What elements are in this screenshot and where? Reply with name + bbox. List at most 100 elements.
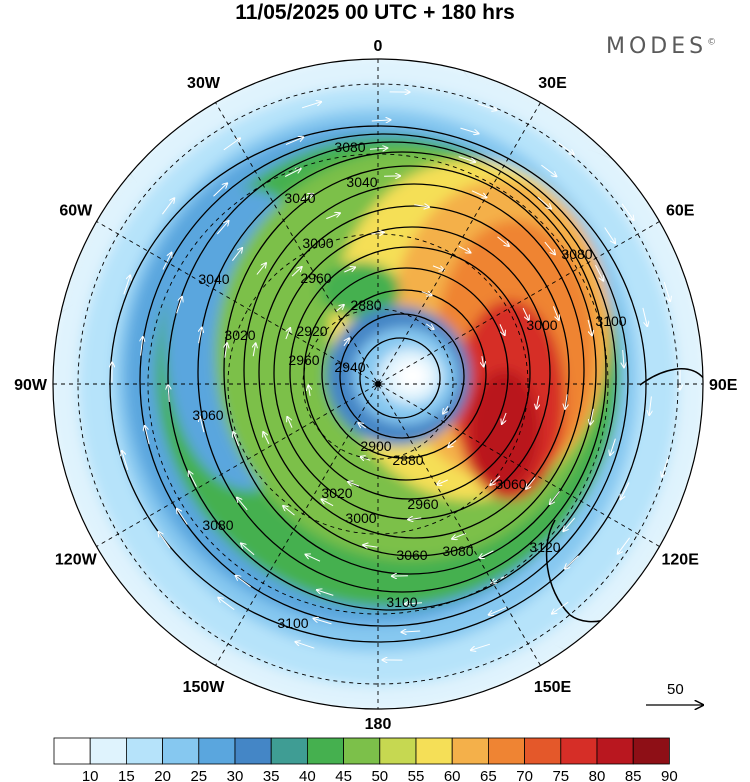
wind-vector <box>232 248 242 262</box>
colorbar: 10 15 20 25 30 35 40 45 50 55 60 65 70 75 80 85 90 <box>53 737 678 782</box>
wind-vector <box>158 532 171 549</box>
longitude-label: 0 <box>374 38 383 55</box>
contour-label: 3100 <box>386 594 417 610</box>
wind-vector <box>490 475 501 485</box>
contour-label: 2880 <box>392 452 423 468</box>
colorbar-label: 25 <box>190 768 207 782</box>
colorbar-swatch <box>306 737 344 765</box>
colorbar-swatch <box>379 737 417 765</box>
colorbar-label: 55 <box>408 768 425 782</box>
colorbar-label: 70 <box>516 768 533 782</box>
wind-vector <box>621 203 634 220</box>
wind-vector <box>177 509 188 525</box>
wind-vector <box>557 141 574 154</box>
wind-vector <box>200 417 205 433</box>
contour-label: 3000 <box>345 510 376 526</box>
colorbar-swatch <box>560 737 598 765</box>
colorbar-swatch <box>596 737 634 765</box>
wind-vector <box>256 263 266 275</box>
wind-vector <box>343 338 349 347</box>
contour-label: 3060 <box>396 547 427 563</box>
pole-dot <box>375 381 381 387</box>
wind-vector <box>317 590 334 596</box>
wind-vector <box>541 164 556 176</box>
colorbar-label: 85 <box>625 768 642 782</box>
longitude-labels: 0 30E 60E 90E 120E 150E 180 150W 120W 90W 60W 30W <box>14 38 738 733</box>
wind-vector <box>233 432 240 446</box>
wind-vector <box>502 412 507 424</box>
wind-vector <box>199 328 202 344</box>
wind-vector <box>552 601 569 614</box>
wind-vector <box>663 281 670 301</box>
wind-vector <box>497 236 509 246</box>
wind-vector <box>642 307 647 326</box>
wind-vector <box>284 169 301 177</box>
contour-label: 2940 <box>334 359 365 375</box>
wind-vector <box>662 457 669 477</box>
wind-vector <box>437 479 448 485</box>
wind-vector <box>402 631 421 632</box>
colorbar-label: 65 <box>480 768 497 782</box>
contour-label: 3040 <box>198 271 229 287</box>
longitude-label: 150E <box>534 679 572 696</box>
wind-vector <box>216 221 228 235</box>
wind-vector <box>604 227 615 244</box>
wind-vector <box>263 432 270 445</box>
wind-vector <box>168 385 169 403</box>
wind-vector <box>308 386 310 396</box>
wind-vector <box>565 394 567 409</box>
contour-label: 3000 <box>302 235 333 251</box>
contour-label: 2920 <box>296 323 327 339</box>
longitude-label: 90W <box>14 377 48 394</box>
contour-label: 3080 <box>334 139 365 155</box>
wind-vector <box>621 482 630 500</box>
colorbar-swatch <box>343 737 381 765</box>
wind-vector <box>414 205 429 207</box>
colorbar-label: 10 <box>82 768 99 782</box>
wind-vector <box>443 405 449 413</box>
contour-label: 3040 <box>346 174 377 190</box>
wind-vector <box>405 603 423 604</box>
contour-label: 2900 <box>360 438 391 454</box>
wind-vector <box>285 137 303 146</box>
colorbar-label: 15 <box>118 768 135 782</box>
wind-vector <box>432 265 444 270</box>
contour-label: 2960 <box>407 496 438 512</box>
wind-vector <box>161 198 174 215</box>
brand-logo: MODES© <box>606 34 716 59</box>
contour-label: 2960 <box>300 270 331 286</box>
wind-vector <box>623 349 624 367</box>
colorbar-swatch <box>89 737 127 765</box>
colorbar-swatch <box>162 737 200 765</box>
wind-vector <box>291 267 302 277</box>
wind-vector <box>537 196 551 208</box>
colorbar-label: 30 <box>227 768 244 782</box>
wind-vector <box>371 120 391 121</box>
wind-vector <box>176 297 182 314</box>
longitude-label: 30E <box>538 75 567 92</box>
contour-label: 2880 <box>350 297 381 313</box>
wind-vector <box>563 517 576 531</box>
wind-vector <box>565 555 579 569</box>
colorbar-label: 50 <box>371 768 388 782</box>
contour-label: 3060 <box>495 476 526 492</box>
wind-vector <box>471 643 491 650</box>
wind-vector <box>335 305 344 312</box>
wind-vector <box>590 408 593 425</box>
wind-vector <box>141 337 143 356</box>
wind-vector <box>471 190 487 198</box>
brand-name: MODES <box>606 34 708 59</box>
contour-label: 3020 <box>224 327 255 343</box>
map-frame <box>52 58 704 710</box>
wind-vector <box>283 506 295 516</box>
longitude-label: 120W <box>55 552 98 569</box>
wind-vector <box>408 518 422 520</box>
wind-vector <box>314 619 332 625</box>
colorbar-swatch <box>487 737 525 765</box>
contour-label: 3100 <box>277 615 308 631</box>
wind-vector <box>536 395 538 409</box>
wind-vector <box>241 543 255 556</box>
wind-vector <box>460 127 479 133</box>
wind-vector <box>123 275 130 295</box>
wind-vector <box>213 183 228 197</box>
